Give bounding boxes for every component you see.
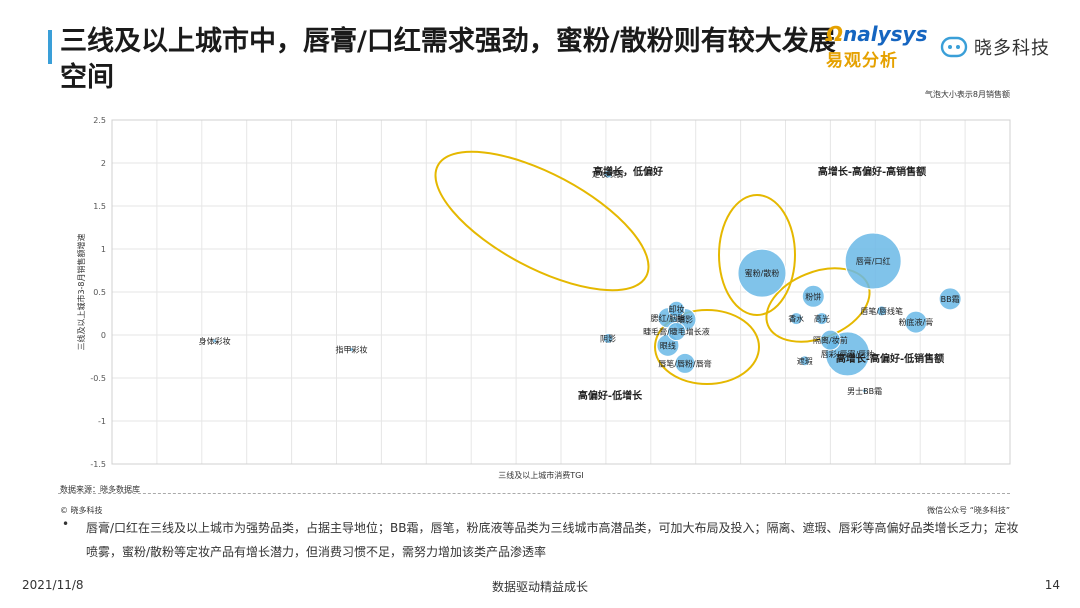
- wechat-account: 微信公众号 “晓多科技”: [927, 506, 1010, 515]
- plot-border: [111, 119, 1011, 465]
- zone-label: 高增长，低偏好: [593, 165, 663, 178]
- highlight-ellipse: [718, 194, 796, 316]
- bubble-label: 眼线: [660, 340, 676, 350]
- bubble-label: 高光: [814, 314, 830, 324]
- data-source: 数据来源：晓多数据库: [60, 485, 140, 494]
- y-tick-label: 0: [101, 331, 106, 340]
- title-accent-bar: [48, 30, 52, 64]
- bubble-label: 唇笔/唇线笔: [860, 306, 903, 316]
- y-tick-label: 2: [101, 159, 106, 168]
- divider: [58, 493, 1010, 494]
- bubble-label: 男士BB霜: [847, 386, 882, 396]
- bubble-label: 隔离/妆前: [813, 335, 848, 345]
- bubble-label: 遮瑕: [797, 356, 813, 366]
- bubble-point: [603, 169, 613, 179]
- bubble-point: [348, 347, 354, 353]
- bubble-point: [667, 300, 685, 318]
- bubble-point: [799, 355, 811, 367]
- copyright: © 晓多科技: [60, 506, 103, 515]
- bubble-point: [819, 329, 841, 351]
- bubble-point: [904, 310, 928, 334]
- bubble-label: 唇彩/唇蜜/唇釉: [821, 349, 874, 359]
- y-tick-label: 1.5: [93, 202, 106, 211]
- page-title: 三线及以上城市中，唇膏/口红需求强劲，蜜粉/散粉则有较大发展空间: [60, 26, 836, 93]
- bubble-point: [862, 388, 868, 394]
- bubble-point: [737, 248, 787, 298]
- y-axis-label: 三线及以上城市3-8月销售额增速: [76, 233, 86, 350]
- bubble-label: BB霜: [941, 295, 960, 304]
- y-tick-label: -0.5: [90, 374, 106, 383]
- brand-robot-icon: [940, 36, 968, 58]
- bubble-point: [815, 312, 829, 326]
- bubble-label: 卸妆: [668, 304, 684, 314]
- bubble-point: [674, 352, 696, 374]
- bubble-point: [212, 338, 218, 344]
- bubble-label: 指甲彩妆: [335, 345, 367, 355]
- bubble-label: 蜜粉/散粉: [745, 268, 780, 278]
- bubble-point: [602, 332, 614, 344]
- bubble-label: 腮红/胭脂: [651, 313, 686, 323]
- bubble-label: 唇笔/唇粉/唇膏: [658, 358, 711, 368]
- brand-name: 晓多科技: [974, 38, 1050, 59]
- x-axis-label: 三线及以上城市消费TGI: [498, 470, 583, 480]
- bubble-label: 眼影: [677, 315, 693, 325]
- bubble-label: 唇膏/口红: [856, 256, 891, 266]
- slogan: 数据驱动精益成长: [491, 580, 588, 594]
- y-tick-label: 0.5: [93, 288, 106, 297]
- y-tick-label: 2.5: [93, 116, 106, 125]
- bubble-point: [938, 287, 962, 311]
- bubble-label: 粉底液/膏: [899, 317, 934, 327]
- bubble-label: 定妆喷雾: [592, 169, 624, 179]
- zone-label: 高增长-高偏好-高销售额: [818, 165, 926, 178]
- y-tick-label: 1: [101, 245, 106, 254]
- bullet-mark: •: [62, 517, 70, 531]
- bubble-point: [844, 232, 902, 290]
- highlight-ellipse: [654, 309, 760, 385]
- bubble-point: [789, 312, 803, 326]
- y-tick-label: -1.5: [90, 460, 106, 469]
- bubble-point: [666, 322, 686, 342]
- bubble-point: [876, 305, 888, 317]
- bubble-label: 阴影: [600, 333, 616, 343]
- bubble-size-note: 气泡大小表示8月销售额: [924, 90, 1010, 99]
- bubble-point: [801, 284, 825, 308]
- y-tick-labels: 2.5 2 1.5 1 0.5 0 -0.5 -1 -1.5: [90, 116, 106, 469]
- page-number: 14: [1044, 578, 1060, 592]
- report-date: 2021/11/8: [22, 578, 84, 592]
- bubble-label: 香水: [788, 314, 804, 324]
- analysys-logo: Ωnalysys 易观分析: [826, 22, 928, 71]
- brand-logo: 晓多科技: [940, 32, 1050, 62]
- summary-note: 唇膏/口红在三线及以上城市为强势品类，占据主导地位；BB霜，唇笔，粉底液等品类为…: [86, 521, 1019, 559]
- zone-label: 高增长-高偏好-低销售额: [836, 352, 944, 365]
- highlight-ellipse: [434, 150, 650, 292]
- y-tick-label: -1: [98, 417, 106, 426]
- bubble-label: 身体彩妆: [199, 336, 231, 346]
- bubble-label: 睫毛膏/睫毛增长液: [643, 327, 710, 337]
- zone-label: 高偏好-低增长: [578, 389, 643, 402]
- bubble-label: 粉饼: [805, 291, 821, 301]
